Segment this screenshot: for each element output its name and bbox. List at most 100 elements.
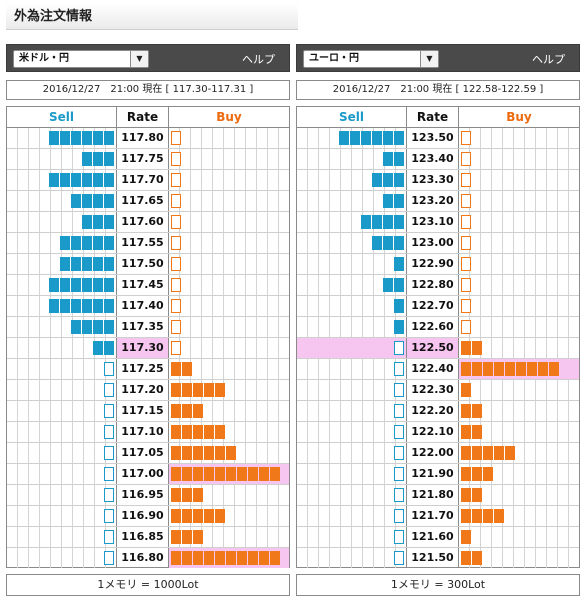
- buy-volume-bar: [461, 173, 471, 187]
- buy-volume-bar: [461, 425, 482, 439]
- currency-pair-select[interactable]: ユーロ・円 ▼: [303, 50, 439, 68]
- sell-volume-bar: [383, 152, 404, 166]
- sell-cell: [7, 212, 117, 232]
- sell-volume-bar: [49, 173, 114, 187]
- buy-volume-block-partial: [461, 320, 471, 334]
- buy-volume-block: [204, 446, 214, 460]
- rate-cell: 117.60: [117, 212, 169, 232]
- table-row: 116.90: [7, 506, 289, 527]
- rate-cell: 117.00: [117, 464, 169, 484]
- sell-volume-block: [71, 278, 81, 292]
- chevron-down-icon[interactable]: ▼: [130, 51, 148, 67]
- buy-volume-block: [248, 551, 258, 565]
- sell-cell: [297, 233, 407, 253]
- sell-volume-block-partial: [104, 530, 114, 544]
- rate-cell: 117.35: [117, 317, 169, 337]
- buy-volume-bar: [171, 194, 181, 208]
- buy-volume-bar: [171, 173, 181, 187]
- table-row: 122.50: [297, 338, 579, 359]
- sell-cell: [7, 359, 117, 379]
- sell-volume-block: [93, 320, 103, 334]
- sell-volume-bar: [361, 215, 404, 229]
- rate-cell: 121.50: [407, 548, 459, 568]
- buy-volume-block: [483, 509, 493, 523]
- buy-volume-block: [472, 509, 482, 523]
- sell-cell: [7, 527, 117, 547]
- sell-volume-block: [361, 215, 371, 229]
- buy-volume-bar: [461, 278, 471, 292]
- buy-volume-block: [461, 404, 471, 418]
- table-row: 117.55: [7, 233, 289, 254]
- sell-volume-bar: [104, 362, 114, 376]
- rate-cell: 117.20: [117, 380, 169, 400]
- buy-volume-bar: [461, 551, 482, 565]
- rate-cell: 122.70: [407, 296, 459, 316]
- buy-cell: [459, 401, 579, 421]
- table-row: 122.70: [297, 296, 579, 317]
- buy-volume-bar: [171, 320, 181, 334]
- sell-volume-bar: [104, 404, 114, 418]
- rate-column-header: Rate: [407, 107, 459, 127]
- help-link[interactable]: ヘルプ: [242, 53, 275, 66]
- table-row: 117.15: [7, 401, 289, 422]
- chevron-down-icon[interactable]: ▼: [420, 51, 438, 67]
- sell-volume-block: [394, 299, 404, 313]
- sell-cell: [7, 317, 117, 337]
- rate-cell: 117.50: [117, 254, 169, 274]
- buy-cell: [459, 296, 579, 316]
- sell-cell: [297, 380, 407, 400]
- buy-volume-block: [215, 383, 225, 397]
- sell-volume-bar: [49, 131, 114, 145]
- sell-volume-bar: [394, 509, 404, 523]
- buy-volume-block: [182, 362, 192, 376]
- buy-cell: [169, 527, 289, 547]
- sell-volume-bar: [394, 299, 404, 313]
- sell-cell: [297, 275, 407, 295]
- table-row: 117.45: [7, 275, 289, 296]
- table-row: 117.80: [7, 128, 289, 149]
- sell-volume-block: [93, 131, 103, 145]
- buy-volume-bar: [171, 299, 181, 313]
- sell-volume-block: [383, 131, 393, 145]
- buy-volume-block: [171, 551, 181, 565]
- buy-cell: [459, 464, 579, 484]
- sell-volume-block-partial: [394, 404, 404, 418]
- sell-volume-block: [104, 236, 114, 250]
- buy-volume-bar: [461, 194, 471, 208]
- buy-volume-block: [527, 362, 537, 376]
- sell-volume-bar: [104, 425, 114, 439]
- sell-volume-block: [93, 341, 103, 355]
- rate-cell: 122.20: [407, 401, 459, 421]
- buy-cell: [459, 359, 579, 379]
- sell-volume-block: [361, 131, 371, 145]
- help-link[interactable]: ヘルプ: [532, 53, 565, 66]
- rate-cell: 122.00: [407, 443, 459, 463]
- buy-volume-block: [472, 341, 482, 355]
- buy-volume-bar: [171, 425, 225, 439]
- buy-volume-block: [461, 383, 471, 397]
- buy-volume-block: [215, 467, 225, 481]
- table-row: 116.95: [7, 485, 289, 506]
- buy-cell: [459, 233, 579, 253]
- table-row: 117.20: [7, 380, 289, 401]
- rate-cell: 117.75: [117, 149, 169, 169]
- buy-volume-block: [182, 425, 192, 439]
- sell-volume-block: [104, 257, 114, 271]
- buy-volume-bar: [461, 257, 471, 271]
- buy-volume-block-partial: [171, 257, 181, 271]
- buy-volume-block: [270, 467, 280, 481]
- currency-pair-select[interactable]: 米ドル・円 ▼: [13, 50, 149, 68]
- buy-volume-block-partial: [171, 320, 181, 334]
- rate-cell: 121.90: [407, 464, 459, 484]
- buy-volume-block-partial: [171, 194, 181, 208]
- sell-cell: [297, 128, 407, 148]
- buy-volume-block-partial: [171, 215, 181, 229]
- buy-cell: [169, 170, 289, 190]
- usdjpy-panel: 米ドル・円 ▼ ヘルプ 2016/12/27 21:00 現在 [ 117.30…: [6, 44, 290, 596]
- rate-cell: 117.30: [117, 338, 169, 358]
- rate-cell: 123.20: [407, 191, 459, 211]
- buy-volume-block: [182, 404, 192, 418]
- sell-volume-bar: [394, 257, 404, 271]
- buy-volume-block: [171, 362, 181, 376]
- sell-cell: [297, 464, 407, 484]
